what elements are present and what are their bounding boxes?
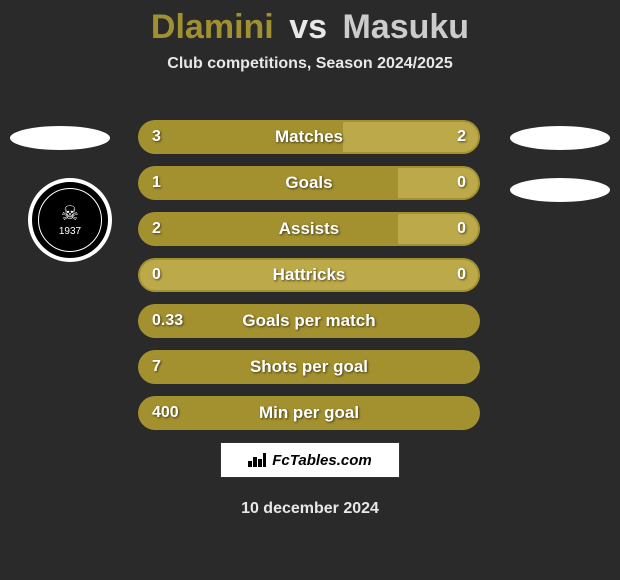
badge-ring [38,188,102,252]
bar-left-fill [138,350,480,384]
stat-row: Min per goal400 [138,396,480,430]
page-title: Dlamini vs Masuku [0,0,620,47]
stat-row: Shots per goal7 [138,350,480,384]
bar-left-fill [138,396,480,430]
bar-left-fill [138,304,480,338]
player1-name: Dlamini [151,8,274,46]
player2-name: Masuku [342,8,469,46]
vs-text: vs [289,8,327,46]
player2-club-placeholder [510,178,610,202]
bar-chart-icon [248,453,266,467]
bar-left-fill [138,120,343,154]
player1-club-badge: ☠ 1937 [28,178,112,262]
stat-bars: Matches32 Goals10 Assists20 Hattricks00 Goal… [138,120,480,442]
bar-right-fill [398,212,480,246]
stat-row: Goals per match0.33 [138,304,480,338]
stat-row: Assists20 [138,212,480,246]
stat-row: Matches32 [138,120,480,154]
date-text: 10 december 2024 [0,500,620,518]
stat-row: Hattricks00 [138,258,480,292]
player2-avatar-placeholder [510,126,610,150]
bar-left-fill [138,212,398,246]
fctables-badge[interactable]: FcTables.com [220,442,400,478]
bar-right-fill [343,120,480,154]
subtitle: Club competitions, Season 2024/2025 [0,55,620,73]
bar-right-fill [398,166,480,200]
fctables-text: FcTables.com [272,452,371,469]
bar-left-fill [138,166,398,200]
player1-avatar-placeholder [10,126,110,150]
stat-row: Goals10 [138,166,480,200]
